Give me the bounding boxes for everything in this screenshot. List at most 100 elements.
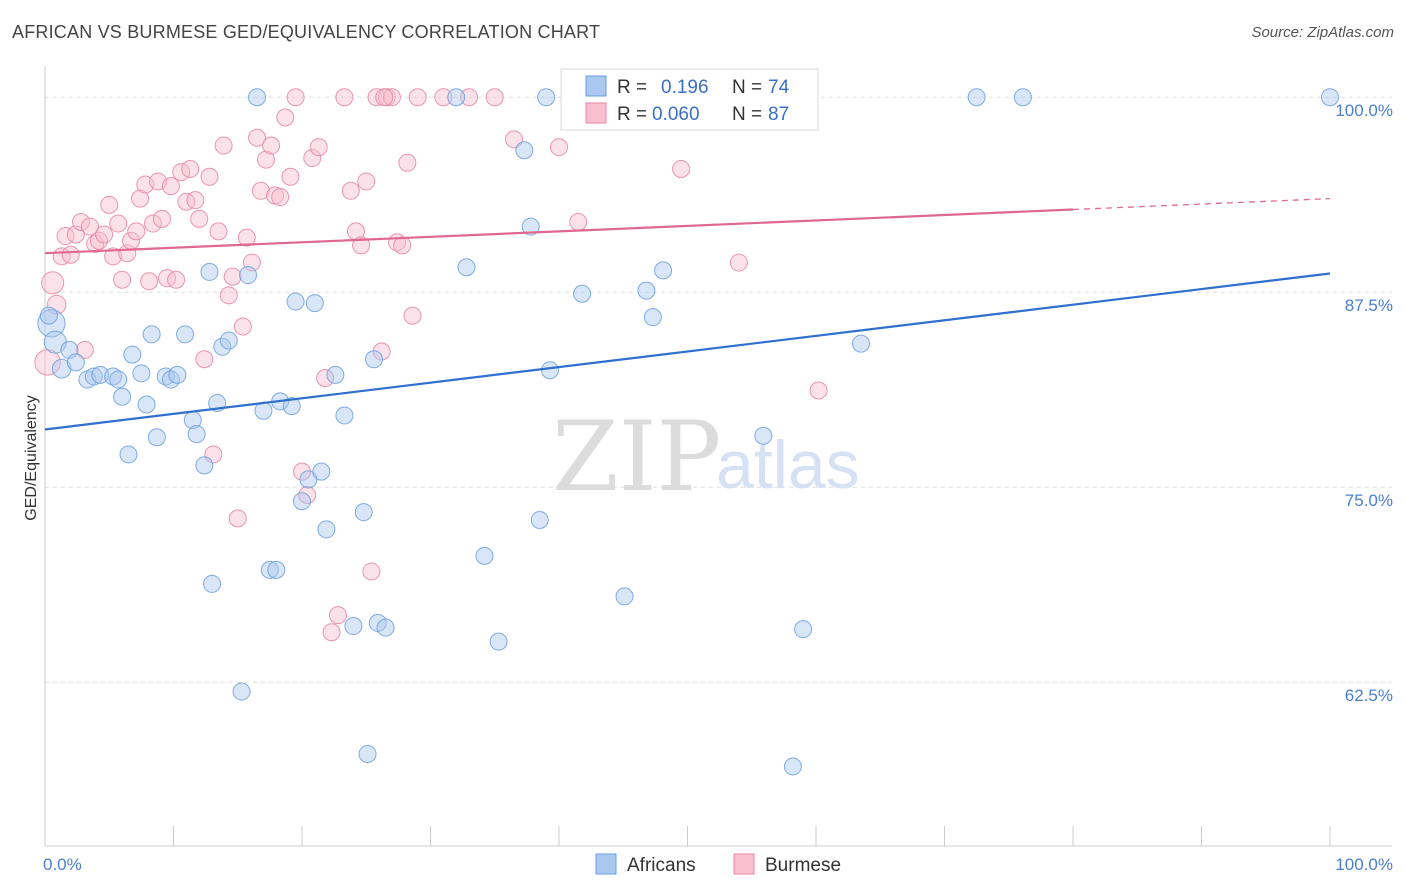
burmese-point-1	[41, 271, 65, 295]
africans-point-31	[248, 88, 267, 107]
africans-point-52	[457, 258, 476, 277]
burmese-point-78	[485, 88, 504, 107]
burmese-point-62	[341, 181, 360, 200]
gridlines	[45, 96, 1392, 683]
africans-point-29	[232, 682, 251, 701]
legend-swatch-burmese	[585, 102, 607, 124]
burmese-point-43	[237, 228, 256, 247]
burmese-point-15	[109, 214, 128, 233]
trend-lines	[44, 197, 1331, 431]
legend: R = 0.196 N = 74 R = 0.060 N = 87	[560, 68, 819, 131]
burmese-point-41	[228, 509, 247, 528]
africans-point-33	[260, 560, 279, 579]
africans-point-9	[109, 370, 128, 389]
burmese-point-67	[367, 88, 386, 107]
africans-point-11	[119, 445, 138, 464]
burmese-point-61	[335, 88, 354, 107]
burmese-point-40	[223, 267, 242, 286]
africans-point-66	[754, 426, 773, 445]
watermark-atlas: atlas	[716, 427, 860, 503]
burmese-point-32	[186, 191, 205, 210]
y-tick-label-2: 87.5%	[1345, 296, 1393, 315]
africans-point-40	[305, 294, 324, 313]
africans-point-72	[1321, 88, 1339, 107]
burmese-point-37	[209, 222, 228, 241]
burmese-point-38	[214, 136, 233, 155]
africans-point-12	[123, 345, 142, 364]
africans-point-7	[91, 365, 110, 384]
burmese-point-12	[95, 225, 114, 244]
chart-title: AFRICAN VS BURMESE GED/EQUIVALENCY CORRE…	[12, 22, 601, 42]
burmese-point-64	[352, 236, 371, 255]
africans-point-25	[203, 574, 222, 593]
burmese-point-59	[322, 623, 341, 642]
burmese-point-34	[195, 350, 214, 369]
africans-point-69	[851, 334, 870, 353]
africans-point-68	[794, 620, 813, 639]
africans-point-70	[967, 88, 986, 107]
africans-point-47	[358, 744, 377, 763]
africans-point-14	[137, 395, 156, 414]
burmese-point-75	[408, 88, 427, 107]
africans-point-41	[312, 462, 331, 481]
africans-point-67	[783, 757, 802, 776]
burmese-point-86	[375, 88, 394, 107]
africans-point-48	[364, 350, 383, 369]
legend-r-label-2: R =	[617, 104, 647, 125]
burmese-point-30	[177, 192, 196, 211]
burmese-point-42	[233, 317, 252, 336]
bottom-legend-swatch-burmese	[733, 853, 755, 875]
burmese-point-47	[257, 150, 276, 169]
source-label: Source: ZipAtlas.com	[1251, 24, 1394, 41]
y-tick-labels: 62.5% 75.0% 87.5% 100.0%	[1335, 101, 1393, 705]
bottom-legend: Africans Burmese	[595, 853, 841, 876]
burmese-point-5	[61, 245, 80, 264]
burmese-point-25	[152, 209, 171, 228]
africans-point-34	[267, 560, 286, 579]
africans-point-44	[335, 406, 354, 425]
africans-point-17	[156, 367, 175, 386]
africans-point-42	[317, 520, 336, 539]
africans-point-36	[282, 397, 301, 416]
x-tick-label-0: 0.0%	[43, 855, 82, 874]
burmese-point-84	[729, 253, 748, 272]
bottom-legend-africans: Africans	[627, 855, 696, 876]
burmese-point-83	[672, 159, 691, 178]
burmese-points	[34, 88, 828, 642]
y-tick-label-1: 75.0%	[1345, 491, 1393, 510]
africans-point-55	[515, 141, 534, 160]
burmese-point-46	[251, 181, 270, 200]
africans-point-59	[541, 361, 560, 380]
africans-point-16	[147, 428, 166, 447]
africans-point-43	[326, 365, 345, 384]
africans-point-51	[447, 88, 466, 107]
burmese-point-81	[569, 213, 588, 231]
burmese-point-39	[219, 286, 238, 305]
africans-point-30	[239, 266, 258, 285]
burmese-point-66	[362, 562, 381, 581]
burmese-point-58	[316, 369, 335, 387]
y-tick-label-0: 62.5%	[1345, 686, 1393, 705]
burmese-point-74	[403, 306, 422, 325]
y-tick-label-3: 100.0%	[1335, 101, 1393, 120]
africans-point-60	[573, 284, 592, 303]
africans-point-6	[84, 367, 103, 386]
burmese-point-20	[131, 189, 150, 208]
bottom-legend-swatch-africans	[595, 853, 617, 875]
burmese-point-13	[100, 195, 119, 214]
burmese-point-7	[71, 213, 90, 231]
legend-swatch-africans	[585, 75, 607, 97]
africans-point-53	[475, 546, 494, 565]
legend-r-label-1: R =	[617, 77, 647, 98]
burmese-trend-extension	[1072, 197, 1331, 211]
africans-point-20	[176, 325, 195, 344]
burmese-point-60	[328, 606, 347, 625]
x-tick-label-1: 100.0%	[1335, 855, 1393, 874]
africans-point-38	[293, 492, 311, 511]
legend-n-label-1: N =	[732, 77, 762, 98]
burmese-point-52	[281, 167, 300, 186]
africans-point-50	[376, 618, 395, 637]
burmese-point-9	[80, 217, 99, 236]
africans-point-24	[200, 262, 219, 281]
